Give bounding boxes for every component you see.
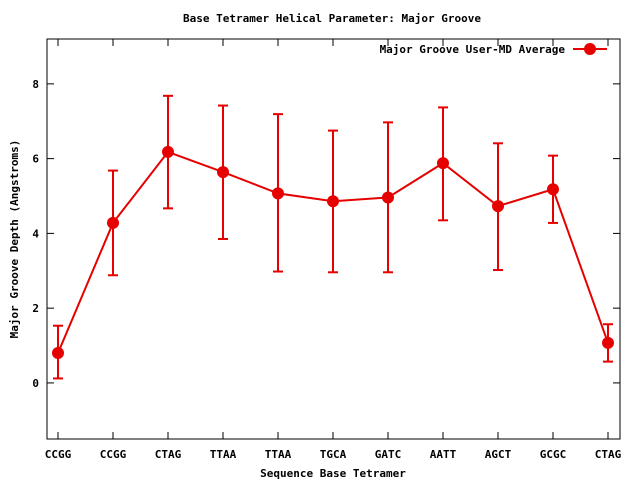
x-tick-label: TGCA [320,448,347,461]
x-axis: CCGG CCGG CTAG TTAA TTAA TGCA GATC AATT AGCT GCGC… [45,39,622,461]
x-axis-label: Sequence Base Tetramer [260,467,406,480]
data-point [327,195,339,208]
data-point [602,336,614,349]
y-axis-label: Major Groove Depth (Angstroms) [8,140,21,339]
data-point [437,157,449,170]
data-point [272,187,284,200]
y-tick-label: 4 [32,227,39,240]
y-tick-label: 6 [32,153,39,166]
x-tick-label: CTAG [155,448,182,461]
legend-marker [584,43,596,55]
data-point [547,183,559,196]
x-tick-label: CTAG [595,448,622,461]
data-point [107,216,119,229]
y-tick-label: 8 [32,78,39,91]
x-tick-label: CCGG [100,448,127,461]
y-axis: 0 2 4 6 8 [32,78,620,390]
data-point [52,347,64,360]
data-point [492,200,504,213]
x-tick-label: GCGC [540,448,567,461]
data-point [217,166,229,179]
series-layer [52,94,614,380]
legend-label: Major Groove User-MD Average [380,43,566,56]
x-tick-label: AATT [430,448,457,461]
legend: Major Groove User-MD Average [380,43,607,56]
chart-title: Base Tetramer Helical Parameter: Major G… [183,12,481,25]
x-tick-label: GATC [375,448,402,461]
data-point [162,145,174,158]
x-tick-label: TTAA [210,448,237,461]
x-tick-label: CCGG [45,448,72,461]
data-point [382,191,394,204]
y-tick-label: 0 [32,377,39,390]
y-tick-label: 2 [32,302,39,315]
x-tick-label: TTAA [265,448,292,461]
x-tick-label: AGCT [485,448,512,461]
